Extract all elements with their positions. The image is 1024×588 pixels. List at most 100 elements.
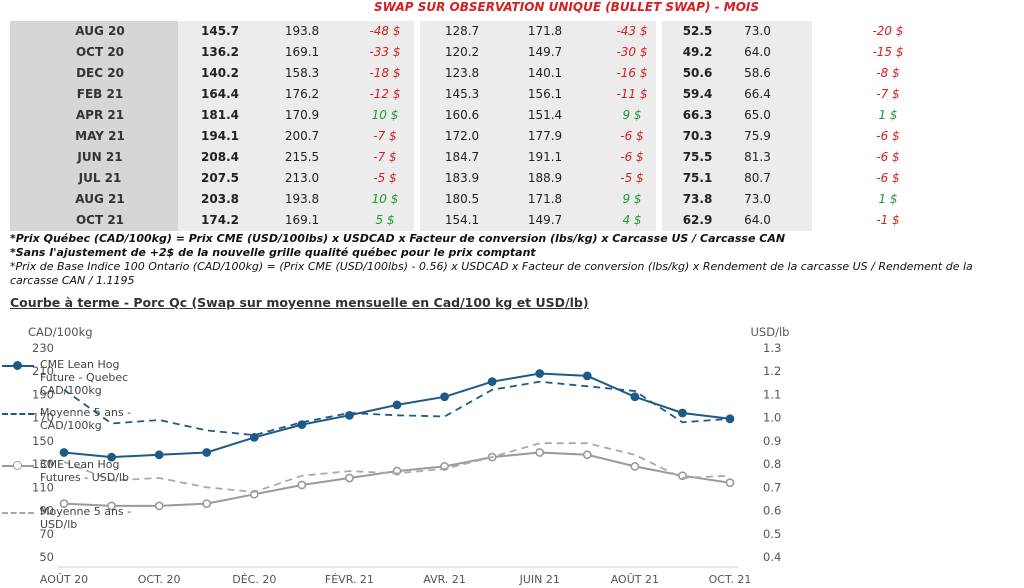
- table-cell: 171.8: [527, 192, 563, 206]
- table-cell: 145.3: [444, 87, 480, 101]
- table-cell: 1 $: [878, 108, 898, 122]
- table-cell: -7 $: [373, 129, 397, 143]
- legend-label-line: Future - Quebec: [40, 371, 129, 384]
- legend-label: CME Lean Hog Future - Quebec CAD/100kg: [40, 358, 180, 397]
- table-cell: 66.4: [744, 87, 771, 101]
- table-cell: 52.5: [682, 24, 713, 38]
- table-cell: 50.6: [682, 66, 713, 80]
- table-cell: 169.1: [284, 213, 320, 227]
- series-point-0: [487, 377, 497, 387]
- x-tick-label: FÉVR. 21: [325, 573, 374, 586]
- series-point-2: [582, 450, 592, 460]
- table-row: APR 21 181.4 170.9 10 $ 160.6 151.4 9 $ 66.3 65.…: [10, 105, 1012, 126]
- row-month-label: OCT 21: [75, 213, 125, 227]
- table-cell: 174.2: [201, 213, 239, 227]
- y2-tick-label: 1.1: [763, 387, 781, 401]
- legend-marker: [13, 461, 22, 470]
- row-month-label: AUG 20: [75, 24, 125, 38]
- y-tick-label: 210: [32, 364, 54, 378]
- table-cell: 188.9: [527, 171, 563, 185]
- table-cell: -6 $: [876, 129, 900, 143]
- x-tick-label: OCT. 21: [709, 573, 752, 586]
- series-point-0: [535, 369, 545, 378]
- table-cell: -6 $: [876, 171, 900, 185]
- table-cell: 215.5: [284, 150, 320, 164]
- row-month-label: JUN 21: [77, 150, 123, 164]
- legend-label-line: USD/lb: [40, 518, 78, 531]
- table-row: DEC 20 140.2 158.3 -18 $ 123.8 140.1 -16 $ 50.6…: [10, 63, 1012, 84]
- row-month-label: AUG 21: [75, 192, 125, 206]
- row-month-label: OCT 20: [75, 45, 125, 59]
- table-cell: 73.0: [744, 192, 771, 206]
- table-cell: 49.2: [682, 45, 713, 59]
- table-cell: -12 $: [369, 87, 401, 101]
- table-band: [178, 21, 414, 231]
- table-cell: 62.9: [682, 213, 713, 227]
- table-cell: 66.3: [682, 108, 713, 122]
- x-tick-label: AVR. 21: [423, 573, 466, 586]
- table-cell: 207.5: [201, 171, 239, 185]
- series-point-0: [154, 450, 164, 460]
- table-cell: 70.3: [682, 129, 713, 143]
- legend-label: CME Lean Hog Futures - USD/lb: [40, 458, 180, 484]
- series-point-0: [440, 392, 449, 402]
- legend-label-line: CME Lean Hog: [40, 358, 120, 371]
- table-cell: 80.7: [744, 171, 771, 185]
- table-cell: 193.8: [284, 24, 320, 38]
- legend-label-line: Moyenne 5 ans -: [40, 505, 132, 518]
- table-cell: 149.7: [527, 213, 563, 227]
- y-tick-label: 150: [32, 434, 54, 448]
- table-title-bar: SWAP SUR OBSERVATION UNIQUE (BULLET SWAP…: [0, 0, 1024, 18]
- table-cell: 183.9: [444, 171, 480, 185]
- legend-label-line: CAD/100kg: [40, 419, 102, 432]
- table-cell: 180.5: [444, 192, 480, 206]
- table-cell: 5 $: [375, 213, 395, 227]
- series-point-2: [107, 501, 116, 511]
- y2-tick-label: 1.2: [763, 364, 781, 378]
- table-cell: 164.4: [201, 87, 239, 101]
- table-cell: 64.0: [744, 45, 771, 59]
- table-cell: -18 $: [369, 66, 401, 80]
- y-tick-label: 50: [39, 550, 54, 564]
- series-point-2: [630, 462, 640, 471]
- row-month-label: JUL 21: [78, 171, 122, 185]
- table-band: [10, 21, 178, 231]
- legend-label-line: CAD/100kg: [40, 384, 102, 397]
- table-cell: 136.2: [201, 45, 239, 59]
- table-cell: 140.2: [201, 66, 239, 80]
- series-point-0: [107, 452, 116, 462]
- table-cell: -11 $: [616, 87, 648, 101]
- table-cell: 149.7: [527, 45, 563, 59]
- table-cell: 75.1: [682, 171, 713, 185]
- table-cell: 158.3: [284, 66, 320, 80]
- y2-tick-label: 0.4: [763, 550, 781, 564]
- y-tick-label: 170: [32, 411, 54, 425]
- table-cell: -48 $: [369, 24, 401, 38]
- table-cell: 64.0: [744, 213, 771, 227]
- forward-curve-chart: CAD/100kg USD/lb 230 210 190 170 150 130 110 90 70…: [28, 325, 790, 586]
- table-cell: -30 $: [616, 45, 648, 59]
- table-band: [420, 21, 656, 231]
- table-cell: -8 $: [876, 66, 900, 80]
- x-tick-label: AOÛT 21: [611, 573, 659, 586]
- table-cell: 9 $: [622, 192, 642, 206]
- y-tick-label: 130: [32, 457, 54, 471]
- y-tick-label: 230: [32, 341, 54, 355]
- series-point-0: [678, 408, 687, 418]
- y2-axis-title: USD/lb: [751, 325, 790, 339]
- table-cell: -6 $: [876, 150, 900, 164]
- table-cell: 81.3: [744, 150, 771, 164]
- legend-label: Moyenne 5 ans - USD/lb: [40, 505, 180, 531]
- table-row: OCT 20 136.2 169.1 -33 $ 120.2 149.7 -30 $ 49.2…: [10, 42, 1012, 63]
- table-cell: 172.0: [444, 129, 480, 143]
- series-point-0: [202, 448, 212, 457]
- table-cell: 184.7: [444, 150, 480, 164]
- note-3: *Prix de Base Indice 100 Ontario (CAD/10…: [10, 260, 973, 287]
- series-point-2: [59, 499, 69, 508]
- note-1: *Prix Québec (CAD/100kg) = Prix CME (USD…: [10, 232, 786, 245]
- chart-section-title: Courbe à terme - Porc Qc (Swap sur moyen…: [10, 295, 589, 310]
- table-cell: 128.7: [444, 24, 480, 38]
- table-cell: -6 $: [620, 129, 644, 143]
- table-cell: 169.1: [284, 45, 320, 59]
- table-cell: 208.4: [201, 150, 239, 164]
